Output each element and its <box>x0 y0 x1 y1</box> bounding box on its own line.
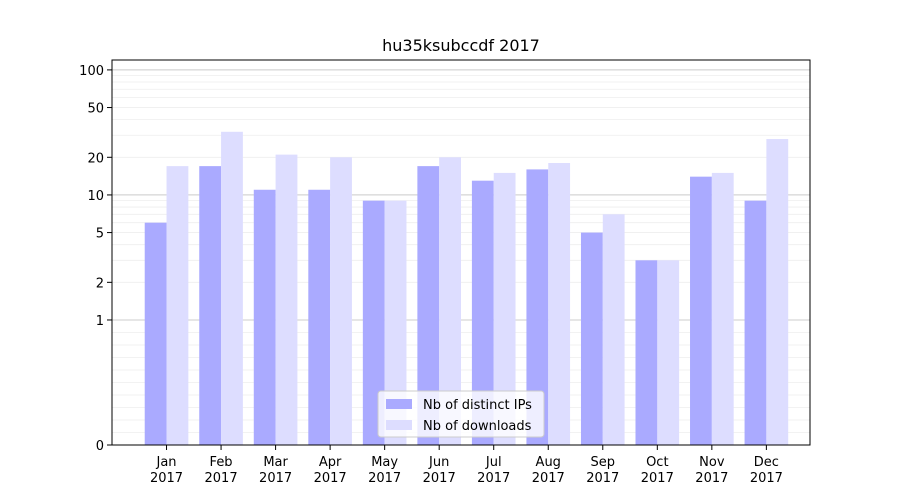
bar-downloads-feb <box>221 131 243 445</box>
legend-label: Nb of downloads <box>423 419 532 434</box>
bar-downloads-dec <box>766 139 789 445</box>
x-tick-label: Dec 2017 <box>750 455 783 486</box>
bar-distinct-ips-jul <box>471 180 494 445</box>
y-tick-label: 1 <box>96 314 104 329</box>
x-tick-label: Aug 2017 <box>532 455 565 486</box>
bar-downloads-jan <box>166 166 189 445</box>
bar-downloads-apr <box>330 157 352 445</box>
legend: Nb of distinct IPs Nb of downloads <box>377 390 545 438</box>
x-tick-label: Jul 2017 <box>477 455 510 486</box>
legend-box <box>377 390 545 438</box>
legend-swatch <box>386 399 412 409</box>
x-tick-label: May 2017 <box>368 455 401 486</box>
x-tick-label: Mar 2017 <box>259 455 292 486</box>
x-tick-label: Jan 2017 <box>150 455 183 486</box>
x-tick-label: Nov 2017 <box>695 455 728 486</box>
bars <box>144 131 789 446</box>
bar-distinct-ips-sep <box>580 232 603 445</box>
y-tick-label: 10 <box>87 189 104 204</box>
chart-title: hu35ksubccdf 2017 <box>382 36 540 55</box>
bar-distinct-ips-dec <box>744 200 767 445</box>
y-tick-label: 100 <box>79 64 104 79</box>
bar-distinct-ips-aug <box>526 169 549 445</box>
plot-area-frame <box>111 59 811 446</box>
y-axis-ticks: 0 1 2 5 10 20 50 100 <box>79 64 112 454</box>
x-tick-label: Sep 2017 <box>586 455 619 486</box>
bar-distinct-ips-apr <box>308 189 331 445</box>
bar-distinct-ips-feb <box>199 166 222 445</box>
bar-distinct-ips-oct <box>635 260 658 445</box>
bar-distinct-ips-nov <box>690 176 712 445</box>
x-tick-label: Apr 2017 <box>314 455 347 486</box>
x-tick-label: Oct 2017 <box>641 455 674 486</box>
y-tick-label: 20 <box>87 151 104 166</box>
bar-downloads-may <box>384 200 407 445</box>
y-tick-label: 2 <box>96 276 104 291</box>
bar-downloads-jul <box>493 172 516 445</box>
bar-distinct-ips-may <box>362 200 385 445</box>
bar-downloads-jun <box>439 157 461 445</box>
y-tick-label: 50 <box>87 102 104 117</box>
bar-distinct-ips-mar <box>253 189 276 445</box>
y-tick-label: 0 <box>96 439 104 454</box>
legend-label: Nb of distinct IPs <box>423 398 532 413</box>
bar-downloads-sep <box>602 214 625 445</box>
bar-downloads-nov <box>711 172 734 445</box>
bar-downloads-aug <box>548 163 571 445</box>
x-tick-label: Jun 2017 <box>423 455 456 486</box>
bar-downloads-oct <box>657 260 680 445</box>
y-tick-label: 5 <box>96 227 104 242</box>
legend-swatch <box>386 420 412 430</box>
bar-distinct-ips-jun <box>417 166 440 445</box>
bar-distinct-ips-jan <box>144 222 167 445</box>
bar-downloads-mar <box>275 154 298 446</box>
x-axis-ticks: Jan 2017 Feb 2017 Mar 2017 Apr 2017 May 2017 Jun 20… <box>150 445 783 486</box>
x-tick-label: Feb 2017 <box>205 455 238 486</box>
